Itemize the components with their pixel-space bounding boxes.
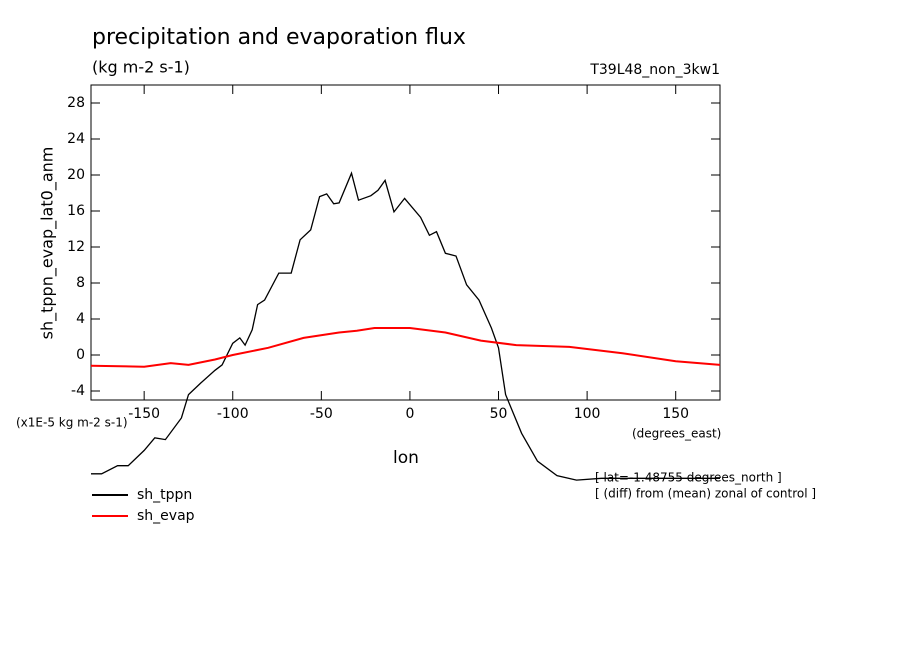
chart-subtitle: (kg m-2 s-1) bbox=[92, 58, 190, 77]
y-tick-label: 16 bbox=[67, 203, 85, 219]
x-tick-label: 50 bbox=[490, 406, 508, 422]
y-tick-label: 0 bbox=[76, 347, 85, 363]
annotation: [ (diff) from (mean) zonal of control ] bbox=[595, 487, 816, 501]
y-axis-label: sh_tppn_evap_lat0_anm bbox=[38, 147, 58, 340]
x-tick-label: 0 bbox=[405, 406, 414, 422]
y-tick-label: 24 bbox=[67, 131, 85, 147]
y-tick-label: 4 bbox=[76, 311, 85, 327]
chart-title: precipitation and evaporation flux bbox=[92, 25, 466, 50]
y-tick-label: -4 bbox=[71, 383, 85, 399]
legend-label: sh_tppn bbox=[137, 487, 192, 503]
experiment-label: T39L48_non_3kw1 bbox=[589, 62, 720, 78]
x-tick-label: -50 bbox=[310, 406, 333, 422]
y-tick-label: 20 bbox=[67, 167, 85, 183]
y-tick-label: 12 bbox=[67, 239, 85, 255]
x-tick-label: -150 bbox=[128, 406, 160, 422]
x-tick-label: 150 bbox=[662, 406, 689, 422]
x-tick-label: 100 bbox=[574, 406, 601, 422]
series-line bbox=[91, 171, 720, 481]
annotation: [ lat=-1.48755 degrees_north ] bbox=[595, 471, 782, 485]
series-line bbox=[90, 327, 721, 368]
legend-label: sh_evap bbox=[137, 508, 195, 524]
x-units: (degrees_east) bbox=[632, 427, 721, 441]
x-axis-label: lon bbox=[393, 448, 419, 468]
plot-frame bbox=[90, 84, 721, 401]
y-units: (x1E-5 kg m-2 s-1) bbox=[16, 416, 128, 430]
y-tick-label: 28 bbox=[67, 95, 85, 111]
x-tick-label: -100 bbox=[217, 406, 249, 422]
y-tick-label: 8 bbox=[76, 275, 85, 291]
